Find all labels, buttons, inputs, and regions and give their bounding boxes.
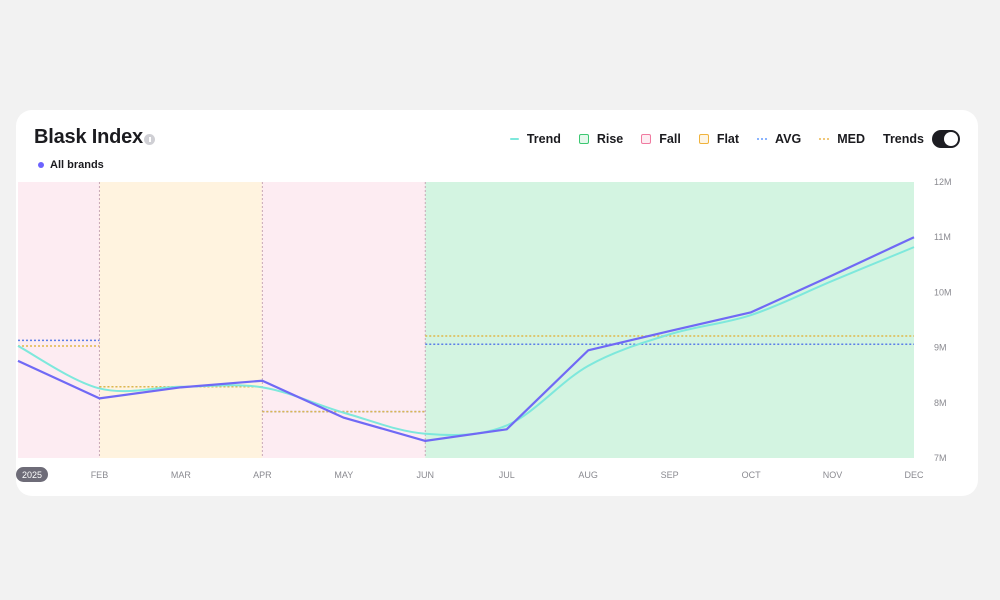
chart-card: Blask Index All brands Trend Rise Fall F…: [16, 110, 978, 496]
x-tick-label: OCT: [742, 470, 762, 480]
trends-toggle[interactable]: [932, 130, 960, 148]
x-tick-label: 2025: [22, 470, 42, 480]
legend-item-avg[interactable]: AVG: [757, 132, 801, 146]
legend-item-flat[interactable]: Flat: [698, 132, 740, 146]
brand-label: All brands: [50, 159, 104, 171]
legend-item-med[interactable]: MED: [819, 132, 865, 146]
info-icon[interactable]: [144, 134, 155, 145]
x-tick-label: NOV: [823, 470, 843, 480]
brand-dot-icon: [38, 162, 44, 168]
x-tick-label: MAR: [171, 470, 192, 480]
y-tick-label: 12M: [934, 177, 952, 187]
legend-item-trend[interactable]: Trend: [509, 132, 561, 146]
fall-box-icon: [641, 134, 652, 144]
y-tick-label: 11M: [934, 232, 951, 242]
trends-toggle-group[interactable]: Trends: [883, 130, 960, 148]
legend-label-trend: Trend: [526, 132, 561, 146]
flat-box-icon: [698, 134, 709, 144]
legend-label-avg: AVG: [775, 132, 802, 146]
legend-label-med: MED: [837, 132, 865, 146]
line-chart: 12M 11M 10M 9M 8M 7M 2025 FEB MAR APR MAY JUN JUL AUG…: [16, 177, 952, 482]
x-tick-label: JUN: [417, 470, 435, 480]
x-tick-label: SEP: [661, 470, 679, 480]
y-tick-label: 7M: [934, 453, 947, 463]
x-tick-label: AUG: [578, 470, 598, 480]
med-dash-icon: [819, 138, 830, 140]
x-tick-label: DEC: [904, 470, 924, 480]
brand-selector[interactable]: All brands: [38, 159, 104, 171]
legend-label-flat: Flat: [716, 132, 740, 146]
trend-line-icon: [509, 138, 519, 140]
region-rise: [425, 182, 914, 458]
x-tick-label: MAY: [334, 470, 353, 480]
trends-toggle-label: Trends: [883, 132, 924, 146]
chart-title: Blask Index: [34, 126, 143, 148]
y-tick-label: 9M: [934, 343, 947, 353]
x-tick-label: JUL: [499, 470, 515, 480]
region-fall: [18, 182, 100, 458]
region-flat: [99, 182, 263, 458]
x-tick-label: FEB: [91, 470, 109, 480]
legend-label-fall: Fall: [659, 132, 681, 146]
series-all-brands-line: [17, 236, 915, 442]
legend-item-fall[interactable]: Fall: [641, 132, 681, 146]
legend-label-rise: Rise: [596, 132, 624, 146]
x-tick-label: APR: [253, 470, 272, 480]
y-tick-label: 10M: [934, 287, 952, 297]
rise-box-icon: [578, 134, 589, 144]
avg-dash-icon: [757, 138, 768, 140]
legend-item-rise[interactable]: Rise: [578, 132, 624, 146]
y-tick-label: 8M: [934, 398, 947, 408]
legend: Trend Rise Fall Flat AVG MED Trends: [509, 130, 960, 148]
year-pill: [16, 467, 48, 482]
